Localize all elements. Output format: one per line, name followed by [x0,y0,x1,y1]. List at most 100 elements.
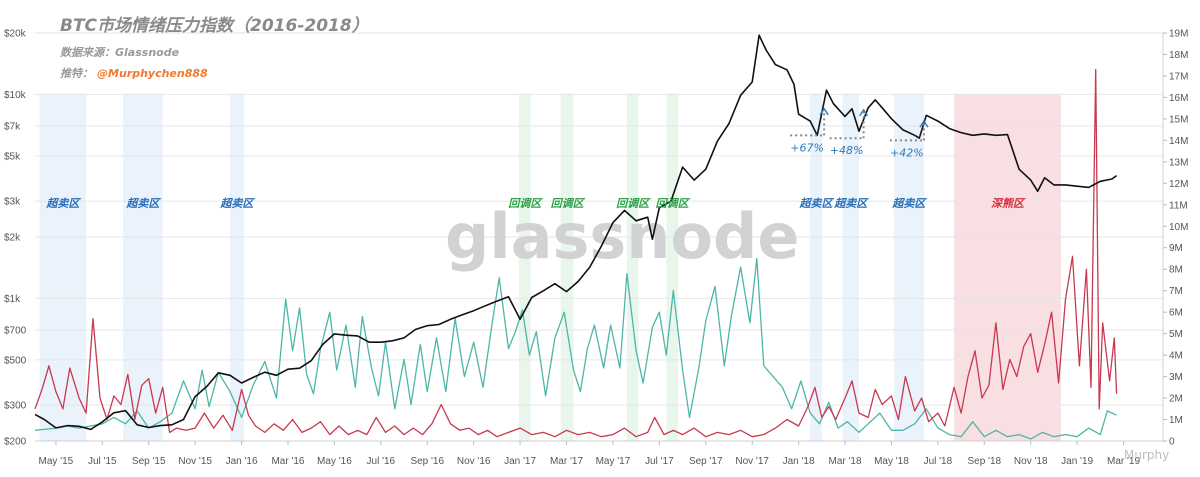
zone-label-pullback: 回调区 [616,197,651,210]
y-right-tick-label: 3M [1169,372,1183,383]
zone-band-capitulation [954,94,1061,441]
y-right-tick-label: 14M [1169,136,1188,147]
zone-label-pullback: 回调区 [508,197,543,210]
zone-bands [39,94,1061,441]
annotation-arrow [859,108,869,117]
zone-label-oversold: 超卖区 [45,197,81,210]
x-tick-label: Mar '17 [550,456,583,467]
y-right-tick-label: 0 [1169,437,1175,448]
chart-title: BTC市场情绪压力指数（2016-2018） [60,16,369,36]
x-tick-label: May '17 [596,456,631,467]
y-left-tick-label: $10k [4,90,27,101]
x-tick-label: Nov '18 [1014,456,1048,467]
x-tick-label: Mar '19 [1107,456,1140,467]
x-tick-label: May '18 [874,456,909,467]
x-tick-label: Jul '17 [645,456,674,467]
zone-label-oversold: 超卖区 [219,197,255,210]
y-axis-right: 19M 18M 17M 16M 15M 14M 13M 12M 11M 10M 9M 8M 7M 6M 5M… [1162,29,1188,448]
y-left-tick-label: $500 [4,355,27,366]
x-tick-label: Nov '15 [178,456,212,467]
x-tick-label: Jan '16 [226,456,258,467]
corner-watermark: Murphy [1124,448,1169,462]
y-right-tick-label: 5M [1169,329,1183,340]
x-tick-label: May '15 [39,456,74,467]
zone-band-oversold [39,94,87,441]
x-tick-label: Nov '16 [457,456,491,467]
y-right-tick-label: 16M [1169,93,1188,104]
x-tick-label: Jan '19 [1061,456,1093,467]
zone-band-oversold [810,94,822,441]
y-left-tick-label: $3k [4,197,21,208]
zone-band-pullback [626,94,639,441]
y-right-tick-label: 12M [1169,179,1188,190]
x-tick-label: Mar '18 [829,456,862,467]
y-right-tick-label: 11M [1169,200,1188,211]
zone-band-oversold [893,94,924,441]
annotation-pct: +42% [890,146,924,159]
series-line-red [34,68,1118,438]
y-right-tick-label: 19M [1169,29,1188,40]
data-source: 数据来源：Glassnode [60,46,180,59]
x-tick-label: Jul '16 [367,456,396,467]
x-tick-label: Jan '17 [504,456,536,467]
y-axis-left: $20k $10k $7k $5k $3k $2k $1k $700 $500 $300 $200 [4,29,27,448]
y-right-tick-label: 13M [1169,157,1188,168]
x-axis: May '15 Jul '15 Sep '15 Nov '15 Jan '16 Mar '… [35,440,1163,467]
x-tick-label: Mar '16 [271,456,304,467]
zone-labels: 超卖区 超卖区 超卖区 回调区 回调区 回调区 回调区 超卖区 超卖区 超卖区 深熊区 [45,197,1026,210]
zone-band-pullback [518,94,531,441]
x-tick-label: May '16 [317,456,352,467]
x-tick-label: Sep '16 [410,456,444,467]
y-left-tick-label: $700 [4,326,27,337]
y-right-tick-label: 7M [1169,286,1183,297]
zone-band-oversold [123,94,163,441]
x-tick-label: Sep '18 [967,456,1001,467]
y-right-tick-label: 6M [1169,308,1183,319]
glassnode-watermark: glassnode [445,200,799,273]
y-left-tick-label: $5k [4,151,21,162]
y-right-tick-label: 10M [1169,222,1188,233]
x-tick-label: Sep '15 [132,456,166,467]
annotation-pct: +48% [830,144,864,157]
zone-label-oversold: 超卖区 [891,197,927,210]
y-left-tick-label: $1k [4,294,21,305]
zone-band-oversold [229,94,244,441]
annotation-pct: +67% [790,141,824,154]
series-layer [34,34,1118,440]
x-tick-label: Nov '17 [735,456,769,467]
y-left-tick-label: $7k [4,122,21,133]
annotation-arrow [919,119,929,128]
zone-label-oversold: 超卖区 [833,197,869,210]
zone-label-oversold: 超卖区 [799,197,835,210]
annotations: +67% +48% +42% [790,107,929,159]
x-tick-label: Sep '17 [689,456,723,467]
y-right-tick-label: 15M [1169,114,1188,125]
zone-band-pullback [666,94,678,441]
twitter-label: 推特： [60,67,93,80]
x-tick-label: Jul '15 [88,456,117,467]
y-right-tick-label: 17M [1169,71,1188,82]
zone-label-pullback: 回调区 [656,197,691,210]
x-tick-label: Jan '18 [783,456,815,467]
y-left-tick-label: $20k [4,29,27,40]
y-left-tick-label: $2k [4,233,21,244]
y-right-tick-label: 18M [1169,50,1188,61]
zone-label-capitulation: 深熊区 [991,197,1026,210]
zone-band-oversold [842,94,859,441]
y-right-tick-label: 1M [1169,415,1183,426]
series-line-teal [34,257,1117,440]
zone-label-pullback: 回调区 [551,197,586,210]
twitter-handle: @Murphychen888 [97,67,208,80]
y-left-tick-label: $200 [4,437,27,448]
y-right-tick-label: 8M [1169,265,1183,276]
series-line-price [34,34,1118,431]
x-tick-label: Jul '18 [924,456,953,467]
y-right-tick-label: 4M [1169,351,1183,362]
zone-band-pullback [560,94,574,441]
zone-label-oversold: 超卖区 [125,197,161,210]
y-left-tick-label: $300 [4,401,27,412]
y-right-tick-label: 9M [1169,243,1183,254]
y-right-tick-label: 2M [1169,394,1183,405]
